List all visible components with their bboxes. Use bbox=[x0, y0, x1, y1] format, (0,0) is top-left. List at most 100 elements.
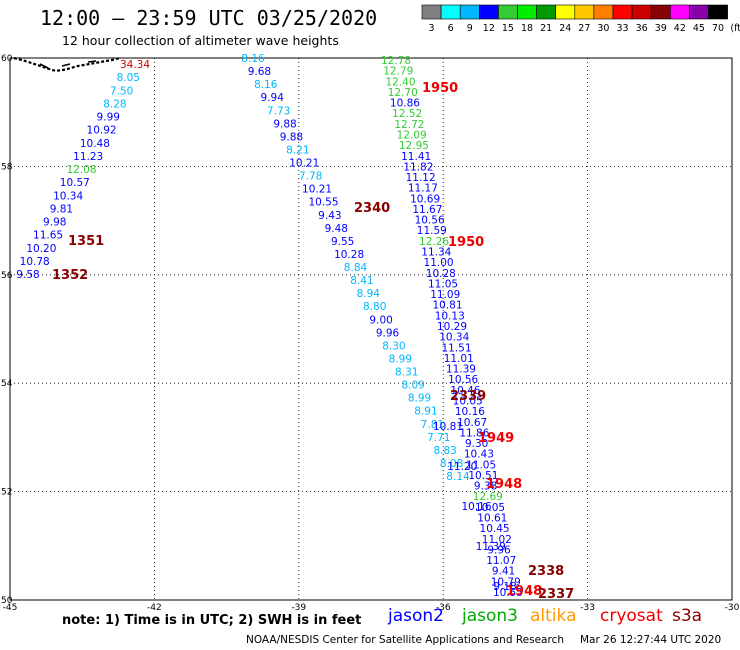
wave-height-value: 11.02 bbox=[482, 534, 512, 546]
wave-height-value: 12.79 bbox=[383, 66, 413, 78]
wave-height-value: 10.57 bbox=[60, 177, 90, 189]
legend-label: 24 bbox=[559, 23, 571, 34]
wave-height-value: 10.92 bbox=[87, 125, 117, 137]
legend-label: 12 bbox=[483, 23, 495, 34]
legend-label: 36 bbox=[636, 23, 648, 34]
pass-time-label: 1948 bbox=[506, 584, 542, 599]
wave-height-value: 10.05 bbox=[475, 502, 505, 514]
wave-height-value: 10.05 bbox=[453, 395, 483, 407]
wave-height-value: 8.16 bbox=[254, 79, 278, 91]
satellite-label-s3a: s3a bbox=[672, 606, 703, 626]
axis-labels: 60 58 56 54 52 50-45 -42 -39 -36 -33 -30 bbox=[1, 54, 740, 613]
wave-height-value: 12.08 bbox=[66, 164, 96, 176]
wave-height-value: 9.38 bbox=[474, 481, 497, 493]
wave-height-value: 10.78 bbox=[20, 256, 50, 268]
wave-height-value: 10.81 bbox=[432, 300, 462, 312]
lat-tick-label: 60 bbox=[1, 54, 13, 64]
legend-label: 15 bbox=[502, 23, 514, 34]
pass-time-label: 1351 bbox=[68, 234, 104, 249]
wave-height-value: 34.34 bbox=[120, 59, 150, 71]
wave-height-value: 11.65 bbox=[33, 230, 63, 242]
wave-height-value: 8.41 bbox=[350, 275, 373, 287]
wave-height-value: 9.88 bbox=[273, 118, 296, 130]
wave-height-value: 9.48 bbox=[325, 223, 348, 235]
wave-height-value: 8.84 bbox=[344, 262, 368, 274]
wave-height-value: 11.34 bbox=[421, 247, 451, 259]
coastline-path bbox=[13, 56, 121, 72]
wave-height-value: 12.95 bbox=[399, 140, 429, 152]
wave-height-value: 11.05 bbox=[466, 459, 496, 471]
wave-height-value: 8.28 bbox=[103, 98, 126, 110]
wave-height-value: 9.55 bbox=[331, 236, 354, 248]
wave-height-value: 10.29 bbox=[437, 321, 467, 333]
wave-height-value: 11.82 bbox=[403, 161, 433, 173]
wave-height-value: 10.21 bbox=[289, 158, 319, 170]
wave-height-value: 12.78 bbox=[381, 55, 411, 67]
pass-time-label: 2340 bbox=[354, 201, 390, 216]
wave-height-value: 11.07 bbox=[486, 555, 516, 567]
wave-height-value: 10.86 bbox=[390, 98, 420, 110]
wave-height-value: 10.56 bbox=[415, 215, 445, 227]
wave-height-value: 11.39 bbox=[446, 364, 476, 376]
lat-tick-label: 52 bbox=[1, 488, 12, 498]
wave-height-value: 10.79 bbox=[491, 576, 521, 588]
legend-label: 3 bbox=[429, 23, 435, 34]
legend-label: 9 bbox=[467, 23, 473, 34]
wave-height-value: 9.81 bbox=[50, 203, 73, 215]
wave-height-value: 12.09 bbox=[397, 129, 427, 141]
lon-tick-label: -42 bbox=[147, 603, 162, 613]
coastline bbox=[13, 56, 121, 72]
wave-height-value: 9.88 bbox=[280, 131, 303, 143]
legend-swatch bbox=[498, 4, 518, 20]
legend-swatch bbox=[517, 4, 537, 20]
wave-height-value: 10.20 bbox=[26, 243, 56, 255]
legend-swatch bbox=[631, 4, 652, 20]
wave-height-value: 10.51 bbox=[468, 470, 498, 482]
legend-label: 21 bbox=[540, 23, 552, 34]
legend-label: (ft) bbox=[730, 23, 740, 34]
wave-height-readings: 34.348.057.508.289.9910.9210.4811.2312.0… bbox=[16, 53, 574, 602]
wave-height-value: 9.30 bbox=[465, 438, 488, 450]
wave-height-value: 10.28 bbox=[334, 249, 364, 261]
legend-swatch bbox=[669, 4, 690, 20]
legend-swatch bbox=[708, 4, 728, 20]
legend-swatch bbox=[689, 4, 709, 20]
wave-height-value: 10.13 bbox=[435, 310, 465, 322]
wave-height-value: 10.56 bbox=[448, 374, 478, 386]
wave-height-value: 9.94 bbox=[261, 92, 285, 104]
lat-tick-label: 50 bbox=[1, 596, 13, 606]
satellite-label-altika: altika bbox=[530, 606, 577, 626]
wave-height-value: 11.20 bbox=[447, 461, 477, 473]
wave-height-value: 10.16 bbox=[461, 501, 491, 513]
legend-swatch bbox=[459, 4, 480, 20]
wave-height-value: 9.68 bbox=[248, 66, 271, 78]
wave-height-value: 11.01 bbox=[444, 353, 474, 365]
legend-swatch bbox=[650, 4, 671, 20]
wave-height-value: 8.09 bbox=[401, 380, 424, 392]
wave-height-value: 8.08 bbox=[440, 458, 463, 470]
pass-time-label: 1950 bbox=[422, 81, 458, 96]
wave-height-value: 7.50 bbox=[110, 85, 133, 97]
legend-label: 45 bbox=[693, 23, 705, 34]
wave-height-value: 12.70 bbox=[388, 87, 418, 99]
satellite-label-jason2: jason2 bbox=[388, 606, 444, 626]
wave-height-value: 8.14 bbox=[446, 471, 470, 483]
wave-height-value: 8.80 bbox=[363, 301, 386, 313]
legend-label: 27 bbox=[578, 23, 590, 34]
wave-height-value: 12.26 bbox=[419, 236, 449, 248]
legend-swatch bbox=[574, 4, 595, 20]
wave-height-value: 10.34 bbox=[53, 190, 83, 202]
lon-tick-label: -36 bbox=[436, 603, 451, 613]
wave-height-value: 11.67 bbox=[412, 204, 442, 216]
legend-swatch bbox=[478, 4, 499, 20]
pass-time-label: 2339 bbox=[450, 389, 486, 404]
legend-swatch bbox=[536, 4, 556, 20]
page-subtitle: 12 hour collection of altimeter wave hei… bbox=[62, 33, 339, 48]
lon-tick-label: -45 bbox=[3, 603, 18, 613]
legend-swatch bbox=[612, 4, 633, 20]
pass-time-label: 2337 bbox=[538, 587, 574, 602]
lat-tick-label: 54 bbox=[1, 379, 13, 389]
wave-height-value: 11.05 bbox=[428, 278, 458, 290]
